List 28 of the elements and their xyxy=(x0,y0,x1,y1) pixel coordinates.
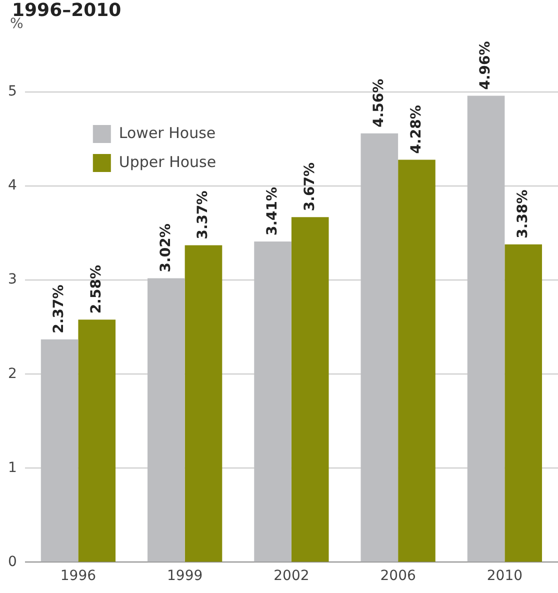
data-label: 3.38% xyxy=(514,190,531,238)
data-label: 3.41% xyxy=(264,186,280,236)
data-label: 4.28% xyxy=(408,105,424,154)
x-tick-label: 1996 xyxy=(60,568,96,584)
x-tick-label: 2006 xyxy=(380,568,416,584)
data-label: 3.02% xyxy=(158,224,174,272)
x-tick-label: 1999 xyxy=(167,568,203,584)
y-tick-label: 3 xyxy=(8,272,17,288)
y-tick-label: 2 xyxy=(8,366,17,382)
data-label: 4.56% xyxy=(371,78,388,128)
bar xyxy=(504,244,542,562)
x-tick-label: 2002 xyxy=(274,568,310,584)
bar xyxy=(78,320,116,562)
legend-label: Lower House xyxy=(118,124,216,142)
bar xyxy=(398,160,436,562)
bar xyxy=(291,217,329,562)
legend-label: Upper House xyxy=(118,152,216,171)
y-tick-label: 1 xyxy=(8,460,17,476)
bar xyxy=(184,245,222,562)
data-label: 2.37% xyxy=(51,284,68,334)
y-tick-label: 4 xyxy=(8,178,17,194)
data-label: 2.58% xyxy=(88,265,105,314)
data-label: 3.67% xyxy=(302,162,318,212)
y-tick-label: 5 xyxy=(8,84,17,100)
x-tick-label: 2010 xyxy=(486,568,523,584)
y-tick-label: 0 xyxy=(8,554,17,570)
data-label: 3.37% xyxy=(195,190,212,240)
data-label: 4.96% xyxy=(478,41,494,90)
